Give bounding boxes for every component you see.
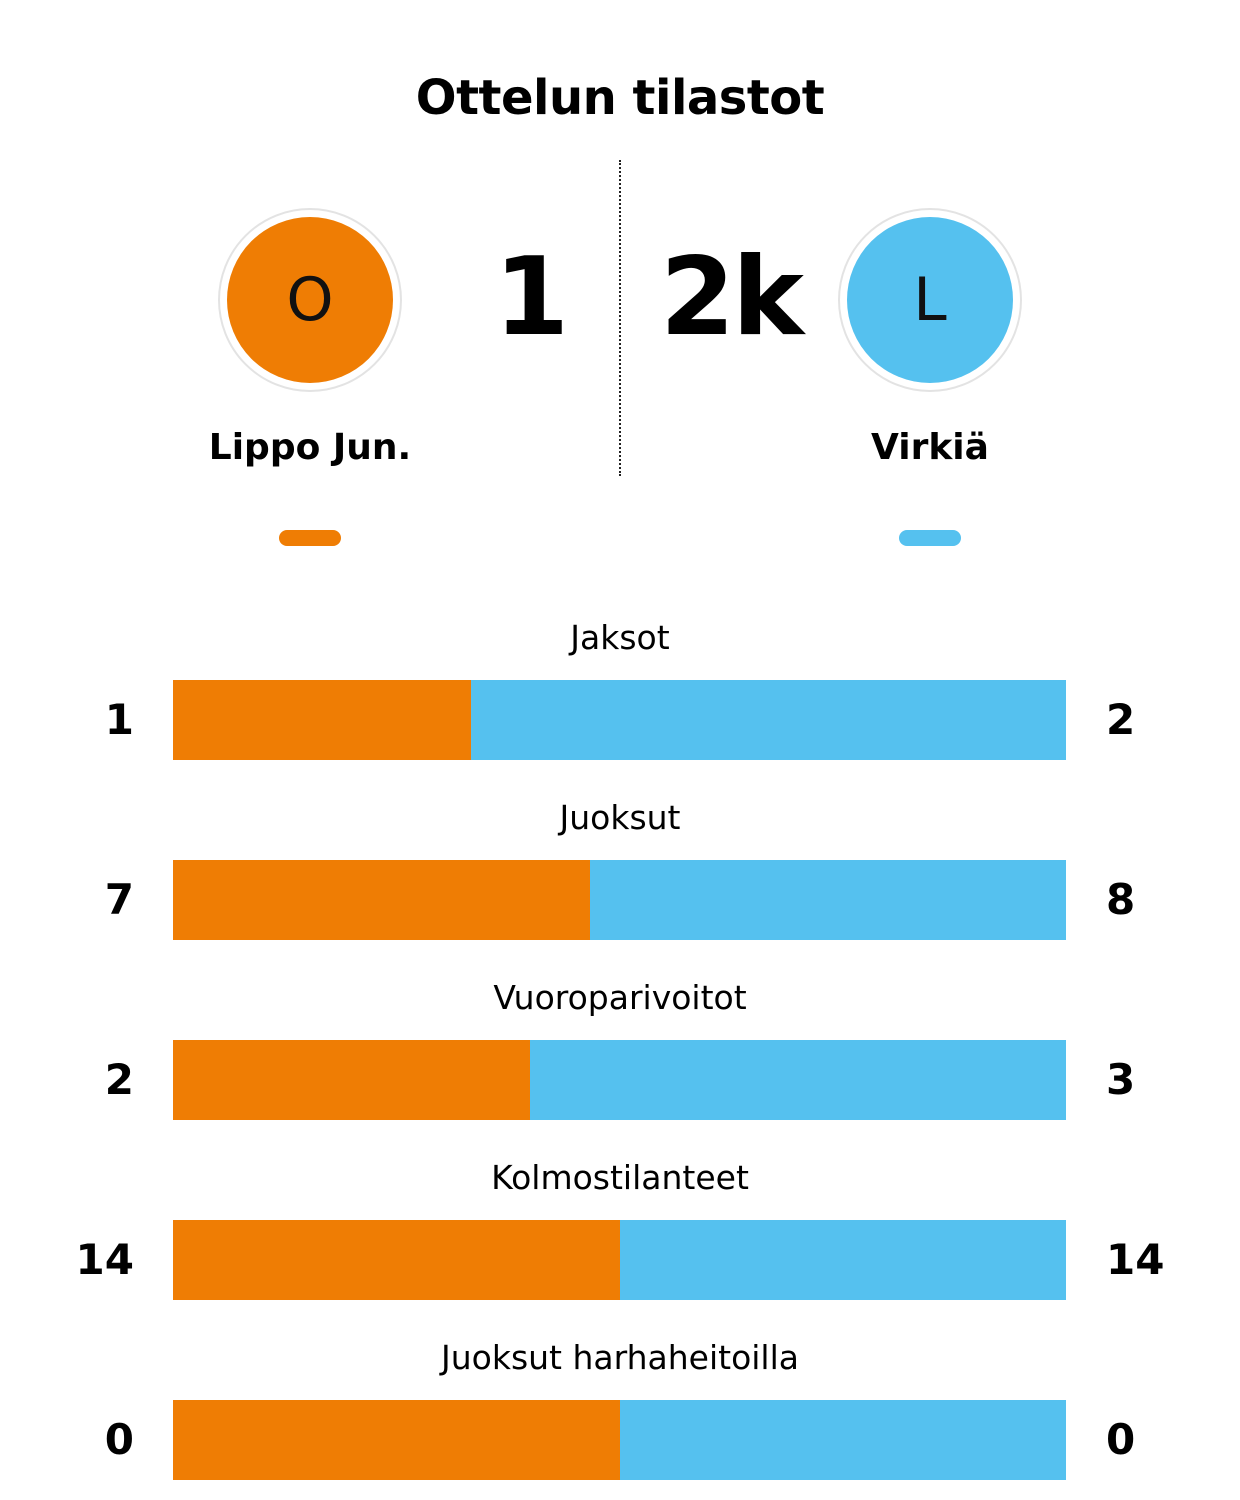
stat-value-away: 2 (1106, 695, 1136, 744)
away-team-logo-letter: L (847, 217, 1013, 383)
stat-label: Kolmostilanteet (491, 1158, 749, 1197)
stat-bar-home-segment (173, 680, 471, 760)
away-score: 2k (660, 235, 804, 360)
away-team-name: Virkiä (871, 427, 989, 468)
stat-value-away: 0 (1106, 1415, 1136, 1464)
stat-value-home: 2 (104, 1055, 134, 1104)
stat-bar-home-segment (173, 1220, 620, 1300)
stat-bar-home-segment (173, 860, 590, 940)
stat-bar (173, 1040, 1066, 1120)
stat-label: Vuoroparivoitot (493, 978, 747, 1017)
home-team-logo-letter: O (227, 217, 393, 383)
score-divider (619, 160, 621, 476)
stat-value-home: 14 (75, 1235, 134, 1284)
stat-value-away: 3 (1106, 1055, 1136, 1104)
stat-bar-home-segment (173, 1400, 620, 1480)
home-color-indicator (279, 530, 341, 546)
stat-value-home: 7 (104, 875, 134, 924)
stat-value-home: 0 (104, 1415, 134, 1464)
stat-bar (173, 860, 1066, 940)
stat-label: Jaksot (570, 618, 670, 657)
stat-value-home: 1 (104, 695, 134, 744)
stat-bar-away-segment (619, 1400, 1066, 1480)
away-color-indicator (899, 530, 961, 546)
page-title: Ottelun tilastot (415, 70, 825, 126)
stat-label: Juoksut (559, 798, 681, 837)
stat-bar-away-segment (530, 1040, 1066, 1120)
stat-label: Juoksut harhaheitoilla (441, 1338, 799, 1377)
home-score: 1 (494, 235, 569, 360)
stat-bar-home-segment (173, 1040, 531, 1120)
away-team-logo: L (838, 208, 1022, 392)
stat-bar (173, 680, 1066, 760)
stat-bar (173, 1400, 1066, 1480)
stat-bar (173, 1220, 1066, 1300)
stat-bar-away-segment (589, 860, 1066, 940)
stat-value-away: 8 (1106, 875, 1136, 924)
stat-bar-away-segment (470, 680, 1066, 760)
stat-value-away: 14 (1106, 1235, 1165, 1284)
home-team-logo: O (218, 208, 402, 392)
home-team-name: Lippo Jun. (208, 427, 412, 468)
stat-bar-away-segment (619, 1220, 1066, 1300)
